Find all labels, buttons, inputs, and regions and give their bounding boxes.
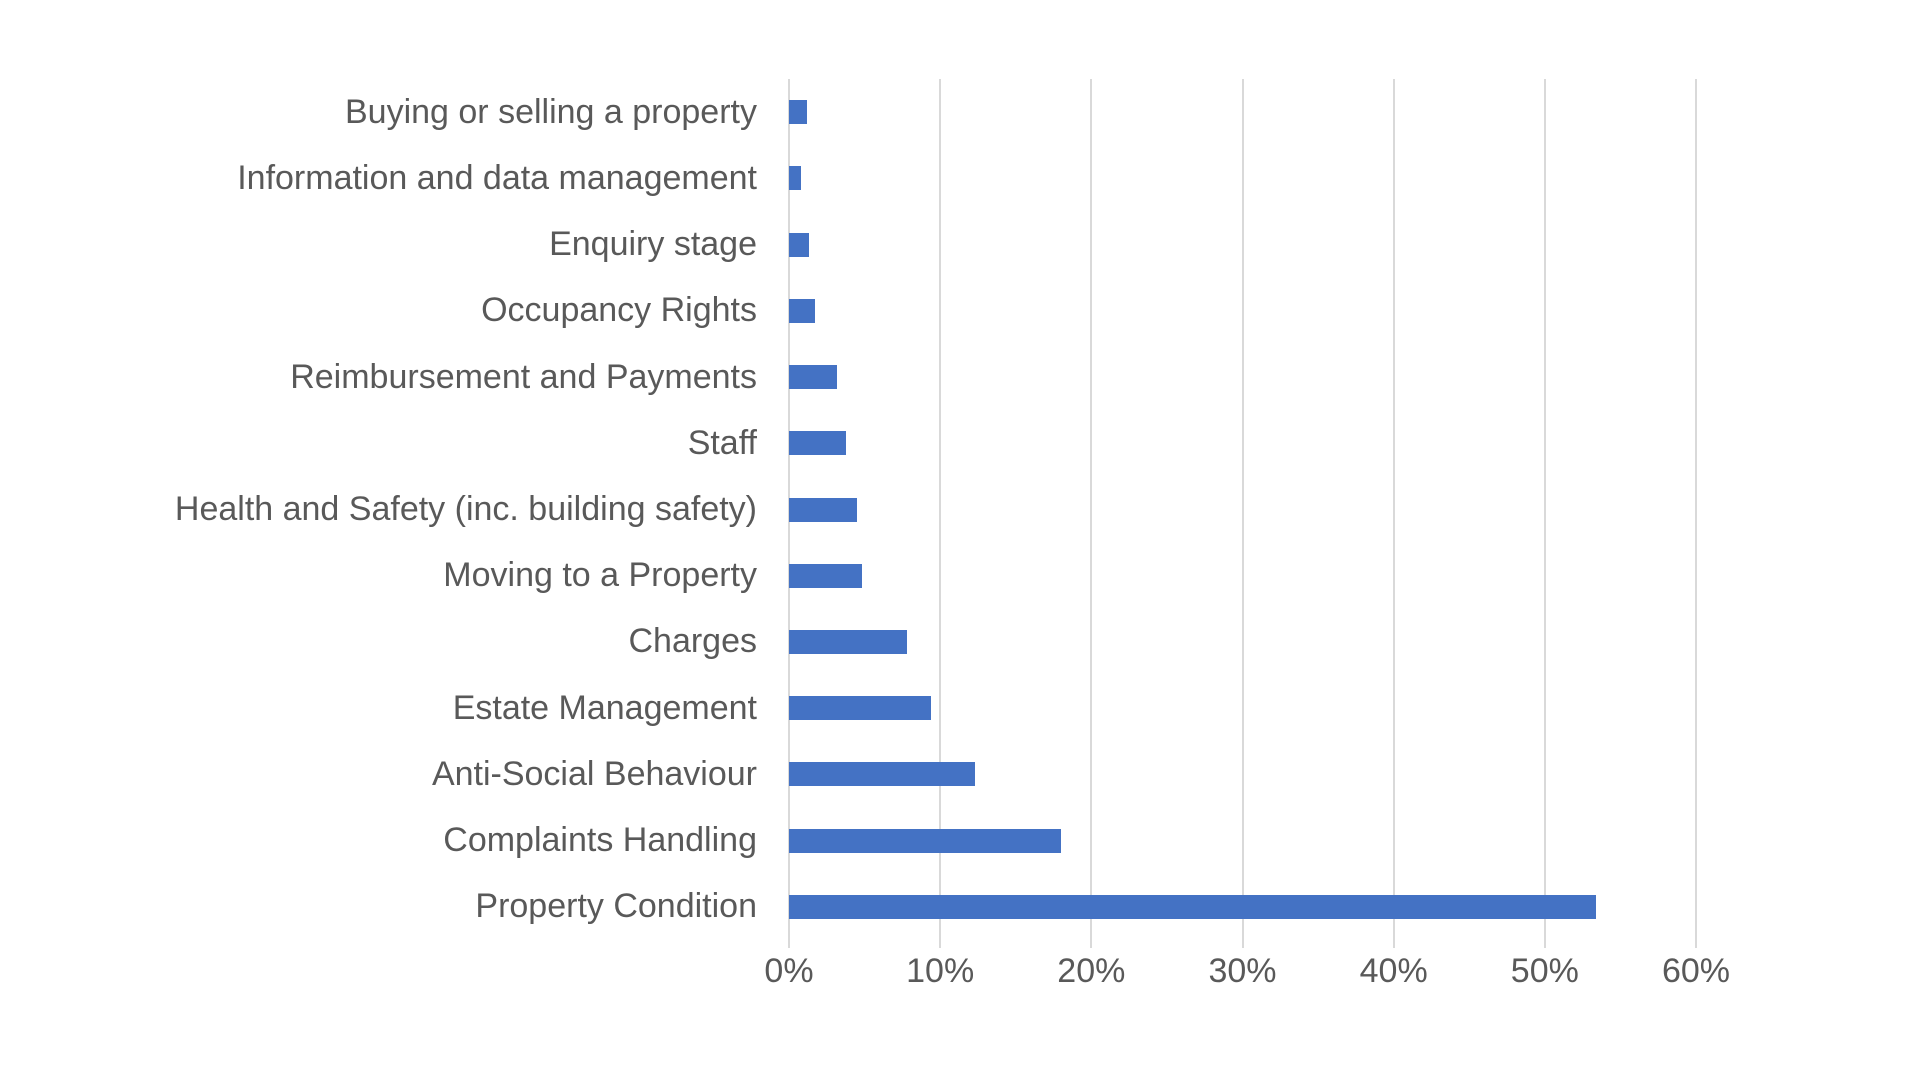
category-label: Reimbursement and Payments xyxy=(290,357,757,396)
bar xyxy=(789,365,838,390)
bar xyxy=(789,431,847,456)
x-axis-tick-label: 0% xyxy=(764,952,814,990)
x-axis-tick-label: 30% xyxy=(1208,952,1277,990)
category-label: Enquiry stage xyxy=(549,225,757,264)
x-axis-tick-label: 60% xyxy=(1661,952,1731,990)
category-label: Information and data management xyxy=(237,158,757,197)
category-label: Occupancy Rights xyxy=(481,291,757,330)
category-label: Property Condition xyxy=(475,887,757,926)
bar xyxy=(789,894,1597,919)
bar xyxy=(789,696,932,721)
category-label: Moving to a Property xyxy=(443,556,757,595)
gridline xyxy=(1241,79,1244,948)
gridline xyxy=(1543,79,1546,948)
bar xyxy=(789,762,975,787)
gridline xyxy=(939,79,942,948)
bar xyxy=(789,828,1062,853)
x-axis-tick-label: 50% xyxy=(1510,952,1579,990)
category-axis: Buying or selling a property Information … xyxy=(0,79,757,940)
category-label: Complaints Handling xyxy=(443,821,757,860)
category-label: Charges xyxy=(628,622,757,661)
bar xyxy=(789,629,907,654)
gridline xyxy=(1695,79,1697,948)
category-label: Health and Safety (inc. building safety) xyxy=(174,489,757,528)
category-label: Staff xyxy=(687,423,757,462)
bar xyxy=(789,100,808,125)
bar xyxy=(789,166,802,191)
plot-area xyxy=(788,79,1697,948)
x-axis-tick-label: 40% xyxy=(1359,952,1428,990)
x-axis-tick-label: 10% xyxy=(906,952,975,990)
gridline xyxy=(1392,79,1395,948)
x-axis-tick-label: 20% xyxy=(1057,952,1126,990)
bar xyxy=(789,232,809,257)
bar xyxy=(789,497,858,522)
category-label: Buying or selling a property xyxy=(344,92,757,131)
bar xyxy=(789,563,862,588)
category-label: Anti-Social Behaviour xyxy=(431,754,757,793)
bar xyxy=(789,298,815,323)
category-label: Estate Management xyxy=(452,688,757,727)
gridline xyxy=(1090,79,1093,948)
